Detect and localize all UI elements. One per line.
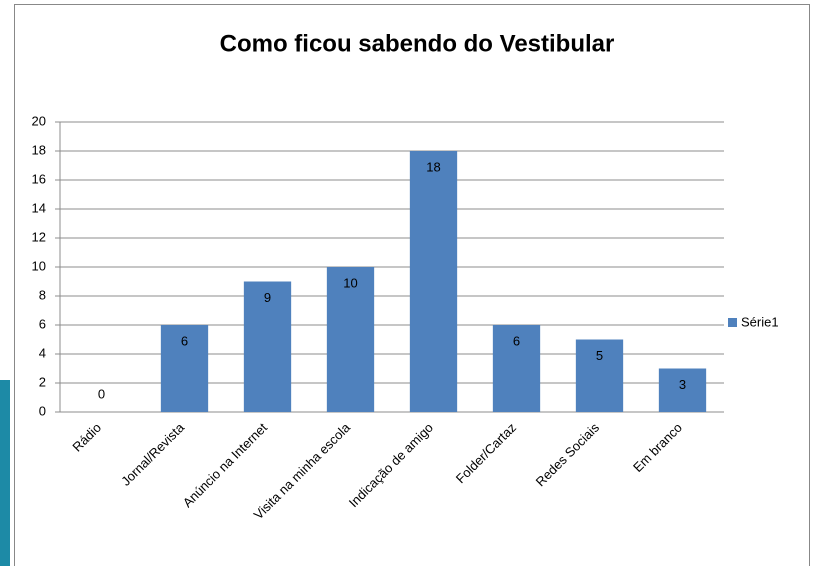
y-tick-label: 8 — [39, 287, 46, 302]
y-tick-label: 16 — [32, 171, 46, 186]
legend-swatch — [728, 318, 737, 327]
y-tick-label: 10 — [32, 258, 46, 273]
data-label: 3 — [679, 377, 686, 392]
legend-label: Série1 — [741, 314, 779, 329]
data-label: 9 — [264, 290, 271, 305]
chart-title: Como ficou sabendo do Vestibular — [220, 30, 615, 57]
data-label: 6 — [181, 333, 188, 348]
y-tick-label: 18 — [32, 142, 46, 157]
y-tick-label: 2 — [39, 374, 46, 389]
data-label: 5 — [596, 348, 603, 363]
background-strip — [0, 380, 10, 566]
bar — [326, 267, 375, 412]
bar — [658, 368, 707, 412]
bar — [492, 325, 541, 412]
y-tick-label: 6 — [39, 316, 46, 331]
y-tick-label: 14 — [32, 200, 46, 215]
y-tick-label: 4 — [39, 345, 46, 360]
data-label: 18 — [426, 159, 440, 174]
y-tick-label: 12 — [32, 229, 46, 244]
data-label: 6 — [513, 333, 520, 348]
data-label: 0 — [98, 386, 105, 401]
bar — [575, 339, 624, 412]
bar — [409, 151, 458, 412]
data-label: 10 — [343, 275, 357, 290]
bar — [243, 281, 292, 412]
y-tick-label: 20 — [32, 113, 46, 128]
bar — [160, 325, 209, 412]
y-tick-label: 0 — [39, 403, 46, 418]
